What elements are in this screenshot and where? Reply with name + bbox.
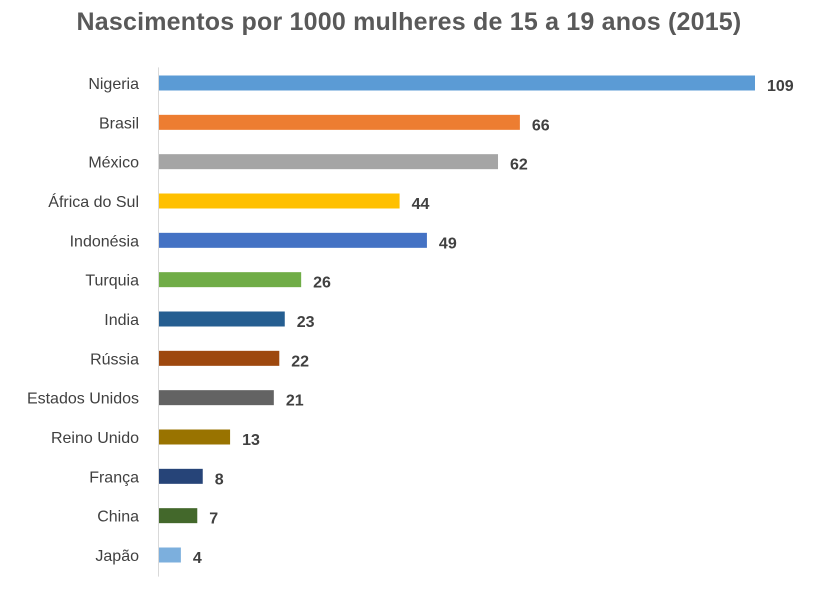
category-label: Reino Unido [51, 430, 139, 447]
category-label: México [88, 155, 139, 172]
category-label: Estados Unidos [27, 391, 139, 408]
value-label: 109 [767, 78, 794, 95]
category-label: Indonésia [70, 233, 139, 250]
bar [159, 350, 280, 366]
value-label: 22 [291, 353, 309, 370]
value-label: 21 [286, 393, 304, 410]
chart-title: Nascimentos por 1000 mulheres de 15 a 19… [76, 8, 742, 36]
value-label: 26 [313, 275, 331, 292]
category-label: África do Sul [48, 192, 139, 211]
value-label: 4 [193, 550, 202, 567]
category-label: China [97, 509, 139, 526]
category-label: Brasil [99, 115, 139, 132]
bar [159, 508, 198, 524]
bar [159, 114, 520, 130]
category-label: Rússia [90, 351, 139, 368]
bar [159, 468, 203, 484]
bar [159, 154, 499, 170]
value-label: 7 [209, 511, 218, 528]
category-label: Nigeria [88, 76, 139, 93]
value-label: 8 [215, 471, 224, 488]
category-label: França [89, 469, 139, 486]
value-label: 66 [532, 117, 550, 134]
bar [159, 547, 181, 563]
value-label: 23 [297, 314, 315, 331]
bar [159, 390, 274, 406]
value-label: 44 [412, 196, 430, 213]
bar-group: Nigeria 109 Brasil 66 México 62 África do Sul 4… [27, 75, 794, 567]
value-label: 49 [439, 235, 457, 252]
value-label: 62 [510, 157, 528, 174]
category-label: Japão [95, 548, 139, 565]
category-label: Turquia [85, 273, 139, 290]
bar [159, 272, 302, 288]
bar [159, 232, 427, 248]
bar [159, 75, 755, 91]
bar [159, 311, 285, 327]
bar [159, 193, 400, 209]
bar [159, 429, 231, 445]
value-label: 13 [242, 432, 260, 449]
category-label: India [104, 312, 139, 329]
